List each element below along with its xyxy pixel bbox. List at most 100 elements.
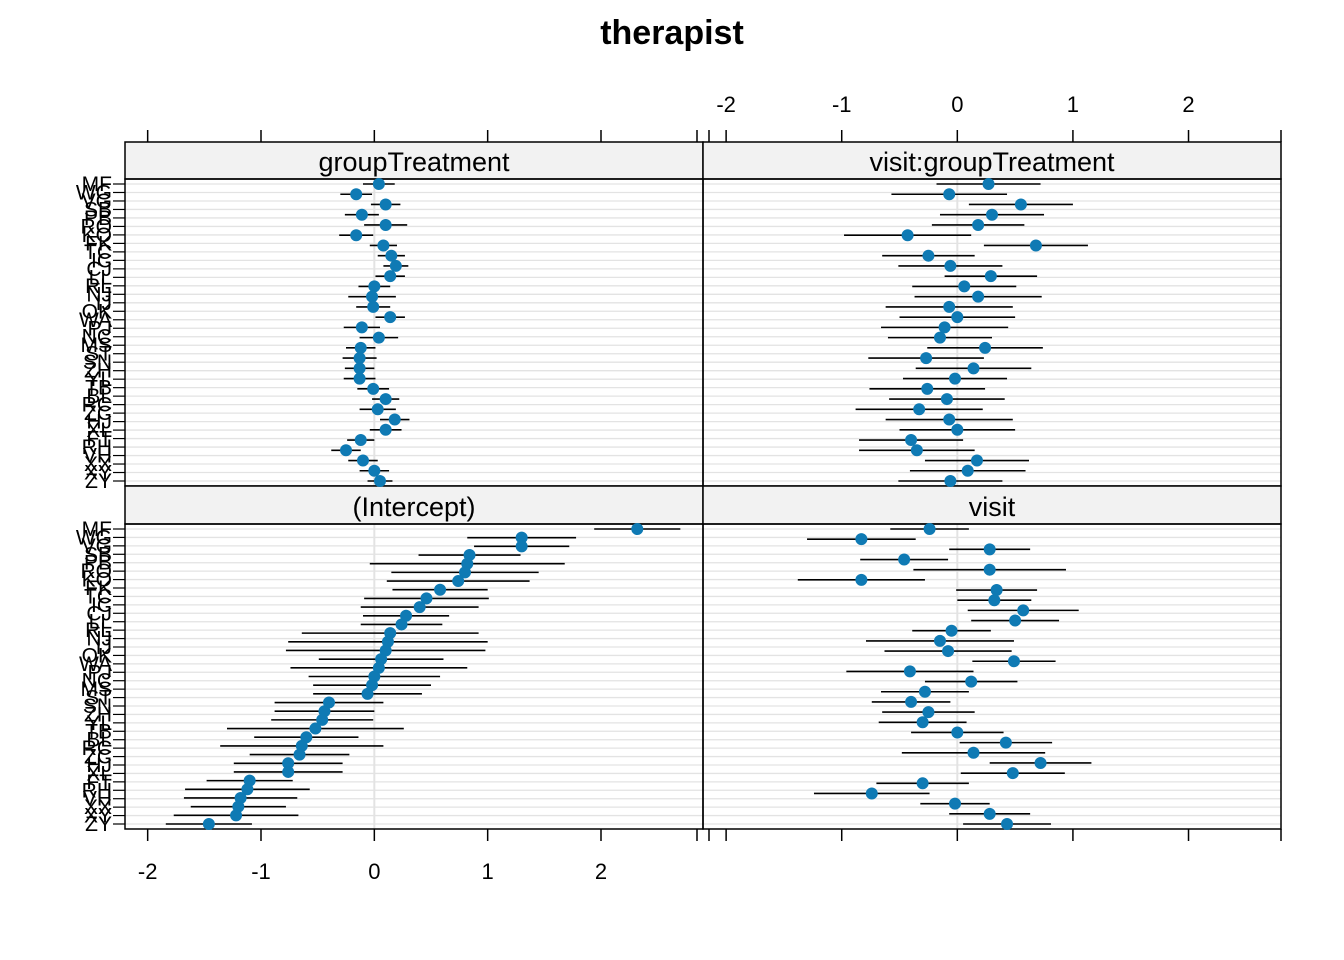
point-estimate [366, 290, 379, 303]
level-label: SB [84, 543, 112, 566]
panel-frame [124, 178, 704, 487]
level-label: BL [86, 385, 112, 408]
level-label: ZY [85, 470, 112, 493]
point-estimate [933, 331, 946, 344]
level-label: ZC [84, 746, 112, 769]
point-estimate [1007, 655, 1020, 668]
point-estimate [371, 403, 384, 416]
level-label: WG [76, 181, 112, 204]
point-estimate [434, 583, 447, 596]
point-estimate [922, 706, 935, 719]
point-estimate [905, 434, 918, 447]
level-label: FT [86, 428, 112, 451]
level-label: TC [84, 585, 112, 608]
point-estimate [958, 280, 971, 293]
level-label: BL [86, 729, 112, 752]
point-estimate [972, 290, 985, 303]
level-label: ST [85, 343, 112, 366]
point-estimate [353, 362, 366, 375]
point-estimate [961, 464, 974, 477]
point-estimate [354, 341, 367, 354]
level-label: OK [82, 300, 112, 323]
level-label: IJ [96, 292, 112, 315]
point-estimate [374, 475, 386, 487]
level-label: KO [82, 569, 112, 592]
point-estimate [388, 413, 401, 426]
point-estimate [990, 584, 1003, 597]
point-estimate [1034, 756, 1047, 769]
level-label: NJ [86, 628, 112, 651]
point-estimate [983, 563, 996, 576]
level-label: ZH [84, 360, 112, 383]
point-estimate [951, 311, 964, 324]
point-estimate [379, 198, 392, 211]
x-tick-label-top: -1 [832, 92, 852, 117]
x-tick-label-top: -2 [716, 92, 736, 117]
point-estimate [945, 624, 958, 637]
point-estimate [420, 592, 433, 605]
level-label: RH [82, 779, 112, 802]
x-tick-label-top: 1 [1067, 92, 1079, 117]
level-label: TB [85, 377, 112, 400]
panel-strip [702, 485, 1282, 525]
level-label: MF [82, 173, 112, 196]
level-label: WA [79, 653, 112, 676]
level-label: XY [84, 805, 112, 828]
level-label: FK [85, 232, 112, 255]
level-label: ST [85, 687, 112, 710]
point-estimate [916, 716, 929, 729]
level-label: OK [82, 644, 112, 667]
point-estimate [1001, 818, 1014, 830]
level-label: KO [82, 224, 112, 247]
point-estimate [372, 178, 385, 190]
level-label: WG [76, 526, 112, 549]
chart-title: therapist [600, 14, 744, 52]
point-estimate [913, 403, 926, 416]
level-label: RH [82, 436, 112, 459]
level-label: MS [81, 678, 113, 701]
point-estimate [940, 393, 953, 406]
point-estimate [385, 249, 398, 262]
level-label: RO [81, 560, 113, 583]
point-estimate [241, 783, 254, 796]
level-label: PB [84, 552, 112, 575]
level-label: PB [84, 207, 112, 230]
point-estimate [970, 454, 983, 467]
level-label: RL [85, 275, 112, 298]
point-estimate [943, 188, 956, 201]
point-estimate [368, 464, 381, 477]
level-label: LL [89, 266, 112, 289]
point-estimate [983, 543, 996, 556]
point-estimate [942, 645, 955, 658]
x-tick-label-bottom: 2 [595, 859, 607, 884]
point-estimate [379, 423, 392, 436]
level-label: PJ [87, 661, 112, 684]
point-estimate [350, 188, 363, 201]
level-label: VG [82, 535, 112, 558]
point-estimate [923, 523, 936, 535]
point-estimate [368, 280, 381, 293]
point-estimate [355, 208, 368, 221]
point-estimate [944, 259, 957, 272]
level-label: TC [84, 241, 112, 264]
point-estimate [972, 218, 985, 231]
point-estimate [372, 331, 385, 344]
panel-strip [124, 141, 704, 180]
point-estimate [951, 726, 964, 739]
point-estimate [865, 787, 878, 800]
level-label: XY [84, 462, 112, 485]
point-estimate [355, 321, 368, 334]
point-estimate [452, 575, 465, 588]
point-estimate [353, 372, 366, 385]
level-label: MF [82, 518, 112, 541]
level-label: HJ [86, 754, 112, 777]
level-label: HJ [86, 411, 112, 434]
point-estimate [357, 454, 369, 467]
point-estimate [918, 685, 931, 698]
point-estimate [353, 352, 366, 365]
point-estimate [395, 618, 408, 631]
level-label: ZC [84, 402, 112, 425]
level-label: RC [82, 394, 112, 417]
level-label: SB [84, 198, 112, 221]
